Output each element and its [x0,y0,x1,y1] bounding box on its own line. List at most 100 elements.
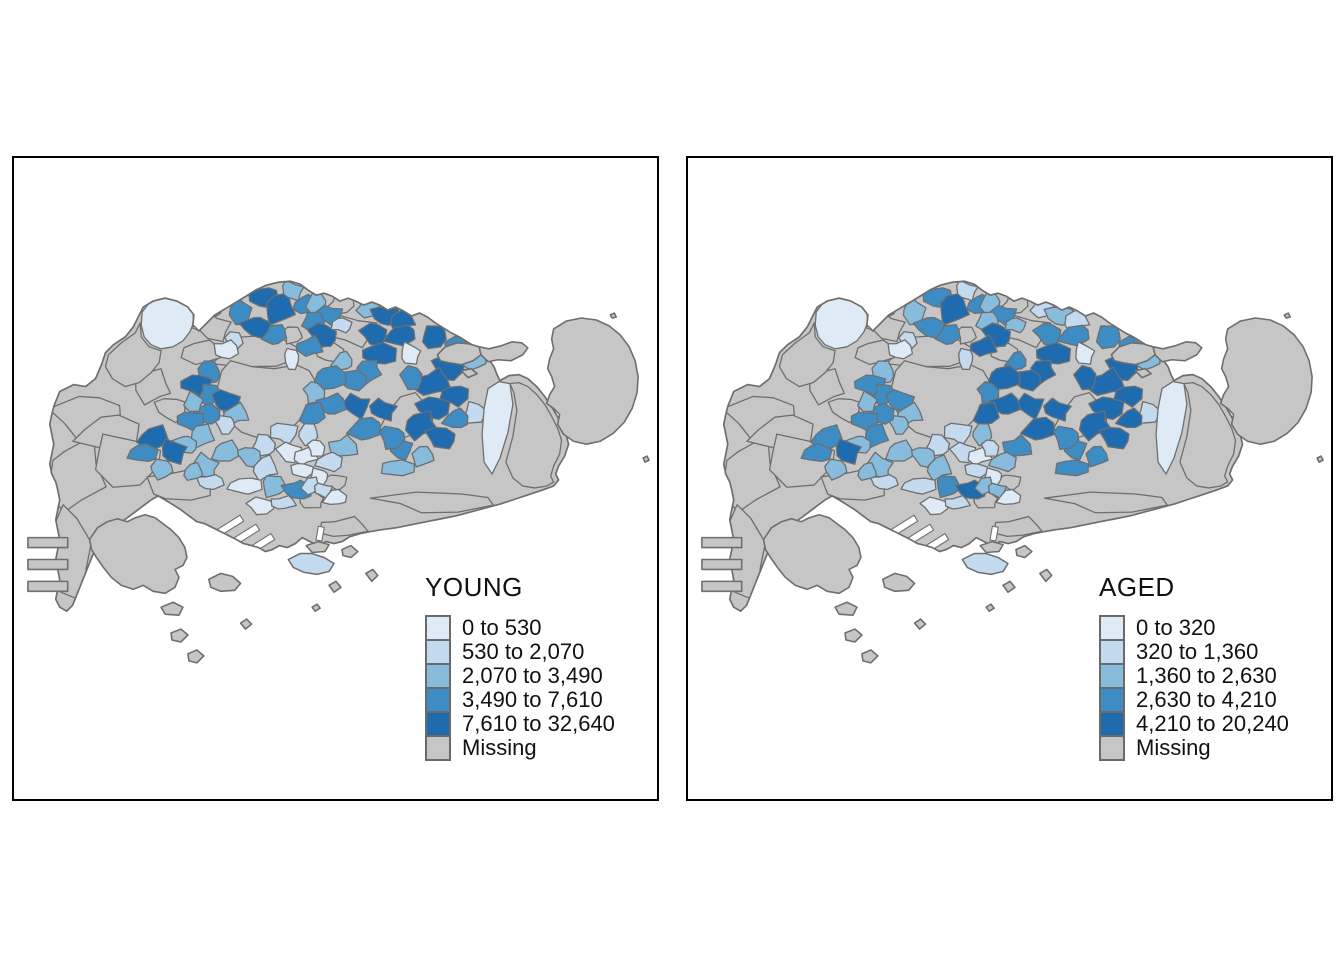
subzone-east-coast-park [1043,491,1168,514]
subzone-west-catchment [778,322,836,388]
subzone-buangkok-pale [1075,341,1096,365]
subzone-kallang [327,434,359,457]
island-ubin-dot [609,312,618,319]
island-islet-4 [187,649,205,664]
coastline [722,280,1244,613]
subzone-marsiling-pale [213,339,240,360]
island-islet-6 [341,544,359,559]
mainland-group [723,281,1243,612]
subzone-jurong-west-w [800,442,833,463]
island-islet-9 [985,603,995,612]
island-islet-5 [913,618,927,630]
legend-label-4: 7,610 to 32,640 [462,711,615,736]
subzone-tampines-w [1073,364,1097,391]
mainland-group [49,281,569,612]
subzone-clementi [210,439,240,462]
subzone-bedok-c [404,410,439,442]
subzone-rochor [988,451,1017,473]
subzone-marine-parade [1054,459,1090,477]
subzone-woodlands-s [238,316,272,340]
subzone-jurong-west-w [126,442,159,463]
legend-row-5: Missing [425,735,615,761]
subzone-marina-east [319,515,369,537]
subzone-west-catchment [104,322,162,388]
legend-swatch-5 [425,735,451,761]
legend-label-2: 1,360 to 2,630 [1136,663,1277,688]
legend-label-0: 0 to 320 [1136,615,1216,640]
subzone-yishun-e [1004,317,1027,334]
legend-row-4: 4,210 to 20,240 [1099,711,1289,737]
legend-swatch-4 [1099,711,1125,737]
subzone-marine-parade [380,459,416,477]
island-tuas-finger-2 [27,558,69,571]
coastline [48,280,570,613]
legend-row-1: 320 to 1,360 [1099,639,1289,665]
subzone-east-coast-park [369,491,494,514]
subzone-newton [306,439,326,457]
subzone-rochor [314,451,343,473]
legend-label-3: 3,490 to 7,610 [462,687,603,712]
subzone-yishun-s [969,334,998,358]
island-islet-6 [1015,544,1033,559]
legend-label-5: Missing [462,735,537,760]
subzone-bedok-res [440,407,469,429]
marina-channel [989,525,999,542]
subzone-jurong-west-s [161,438,188,465]
legend-swatch-2 [1099,663,1125,689]
subzone-geylang [345,416,382,441]
subzone-pasir-ris-w [421,325,447,350]
legend-rows-young: 0 to 530 530 to 2,070 2,070 to 3,490 3,490 … [425,615,615,761]
legend-swatch-4 [425,711,451,737]
subzone-marina-east [993,515,1043,537]
island-ubin-islet [460,367,478,379]
map-panel-young: YOUNG 0 to 530 530 to 2,070 2,070 to 3,490… [12,156,659,801]
legend-row-3: 3,490 to 7,610 [425,687,615,713]
legend-row-2: 1,360 to 2,630 [1099,663,1289,689]
subzone-yishun-pale [958,347,974,371]
legend-label-3: 2,630 to 4,210 [1136,687,1277,712]
subzone-changi-wedge [481,380,514,475]
subzone-bishan [315,392,348,415]
subzone-yishun-pale [284,347,300,371]
island-islet-3 [844,628,863,643]
subzone-pasir-ris-w [1095,325,1121,350]
legend-swatch-0 [1099,615,1125,641]
legend-row-0: 0 to 320 [1099,615,1289,641]
island-brani [305,540,330,554]
island-islet-2 [160,601,184,616]
legend-swatch-0 [425,615,451,641]
subzone-macpherson [1043,397,1072,422]
subzone-bedok-c [1078,410,1113,442]
legend-label-5: Missing [1136,735,1211,760]
legend-row-5: Missing [1099,735,1289,761]
subzone-marina-s [321,488,348,505]
subzone-macpherson [369,397,398,422]
island-islet-9 [311,603,321,612]
island-tuas-finger-3 [701,580,743,593]
island-ubin-islet [1134,367,1152,379]
legend-row-0: 0 to 530 [425,615,615,641]
island-ubin-dot [1283,312,1292,319]
choropleth-map-aged [701,280,1324,664]
subzone-clementi [884,439,914,462]
subzone-sengkang-e [382,324,416,347]
choropleth-map-young [27,280,650,664]
subzone-admiralty [281,281,305,302]
subzone-bedok-s [424,426,456,450]
subzone-river-valley [290,462,315,479]
subzone-changi-airport [1179,381,1237,489]
subzone-tuas-mid [723,434,781,513]
subzone-marina-s [995,488,1022,505]
subzone-marsiling-pale [887,339,914,360]
island-tuas-finger-2 [701,558,743,571]
island-pulau-tekong [1219,317,1313,446]
island-pulau-tekong [545,317,639,446]
subzone-geylang [1019,416,1056,441]
island-islet-3 [170,628,189,643]
island-islet-8 [1002,580,1016,594]
subzone-woodlands-e [266,292,296,326]
subzone-kranji-pale [196,299,223,318]
island-tuas-finger-1 [701,536,743,549]
subzone-newton [980,439,1000,457]
subzone-buangkok-pale [401,341,422,365]
